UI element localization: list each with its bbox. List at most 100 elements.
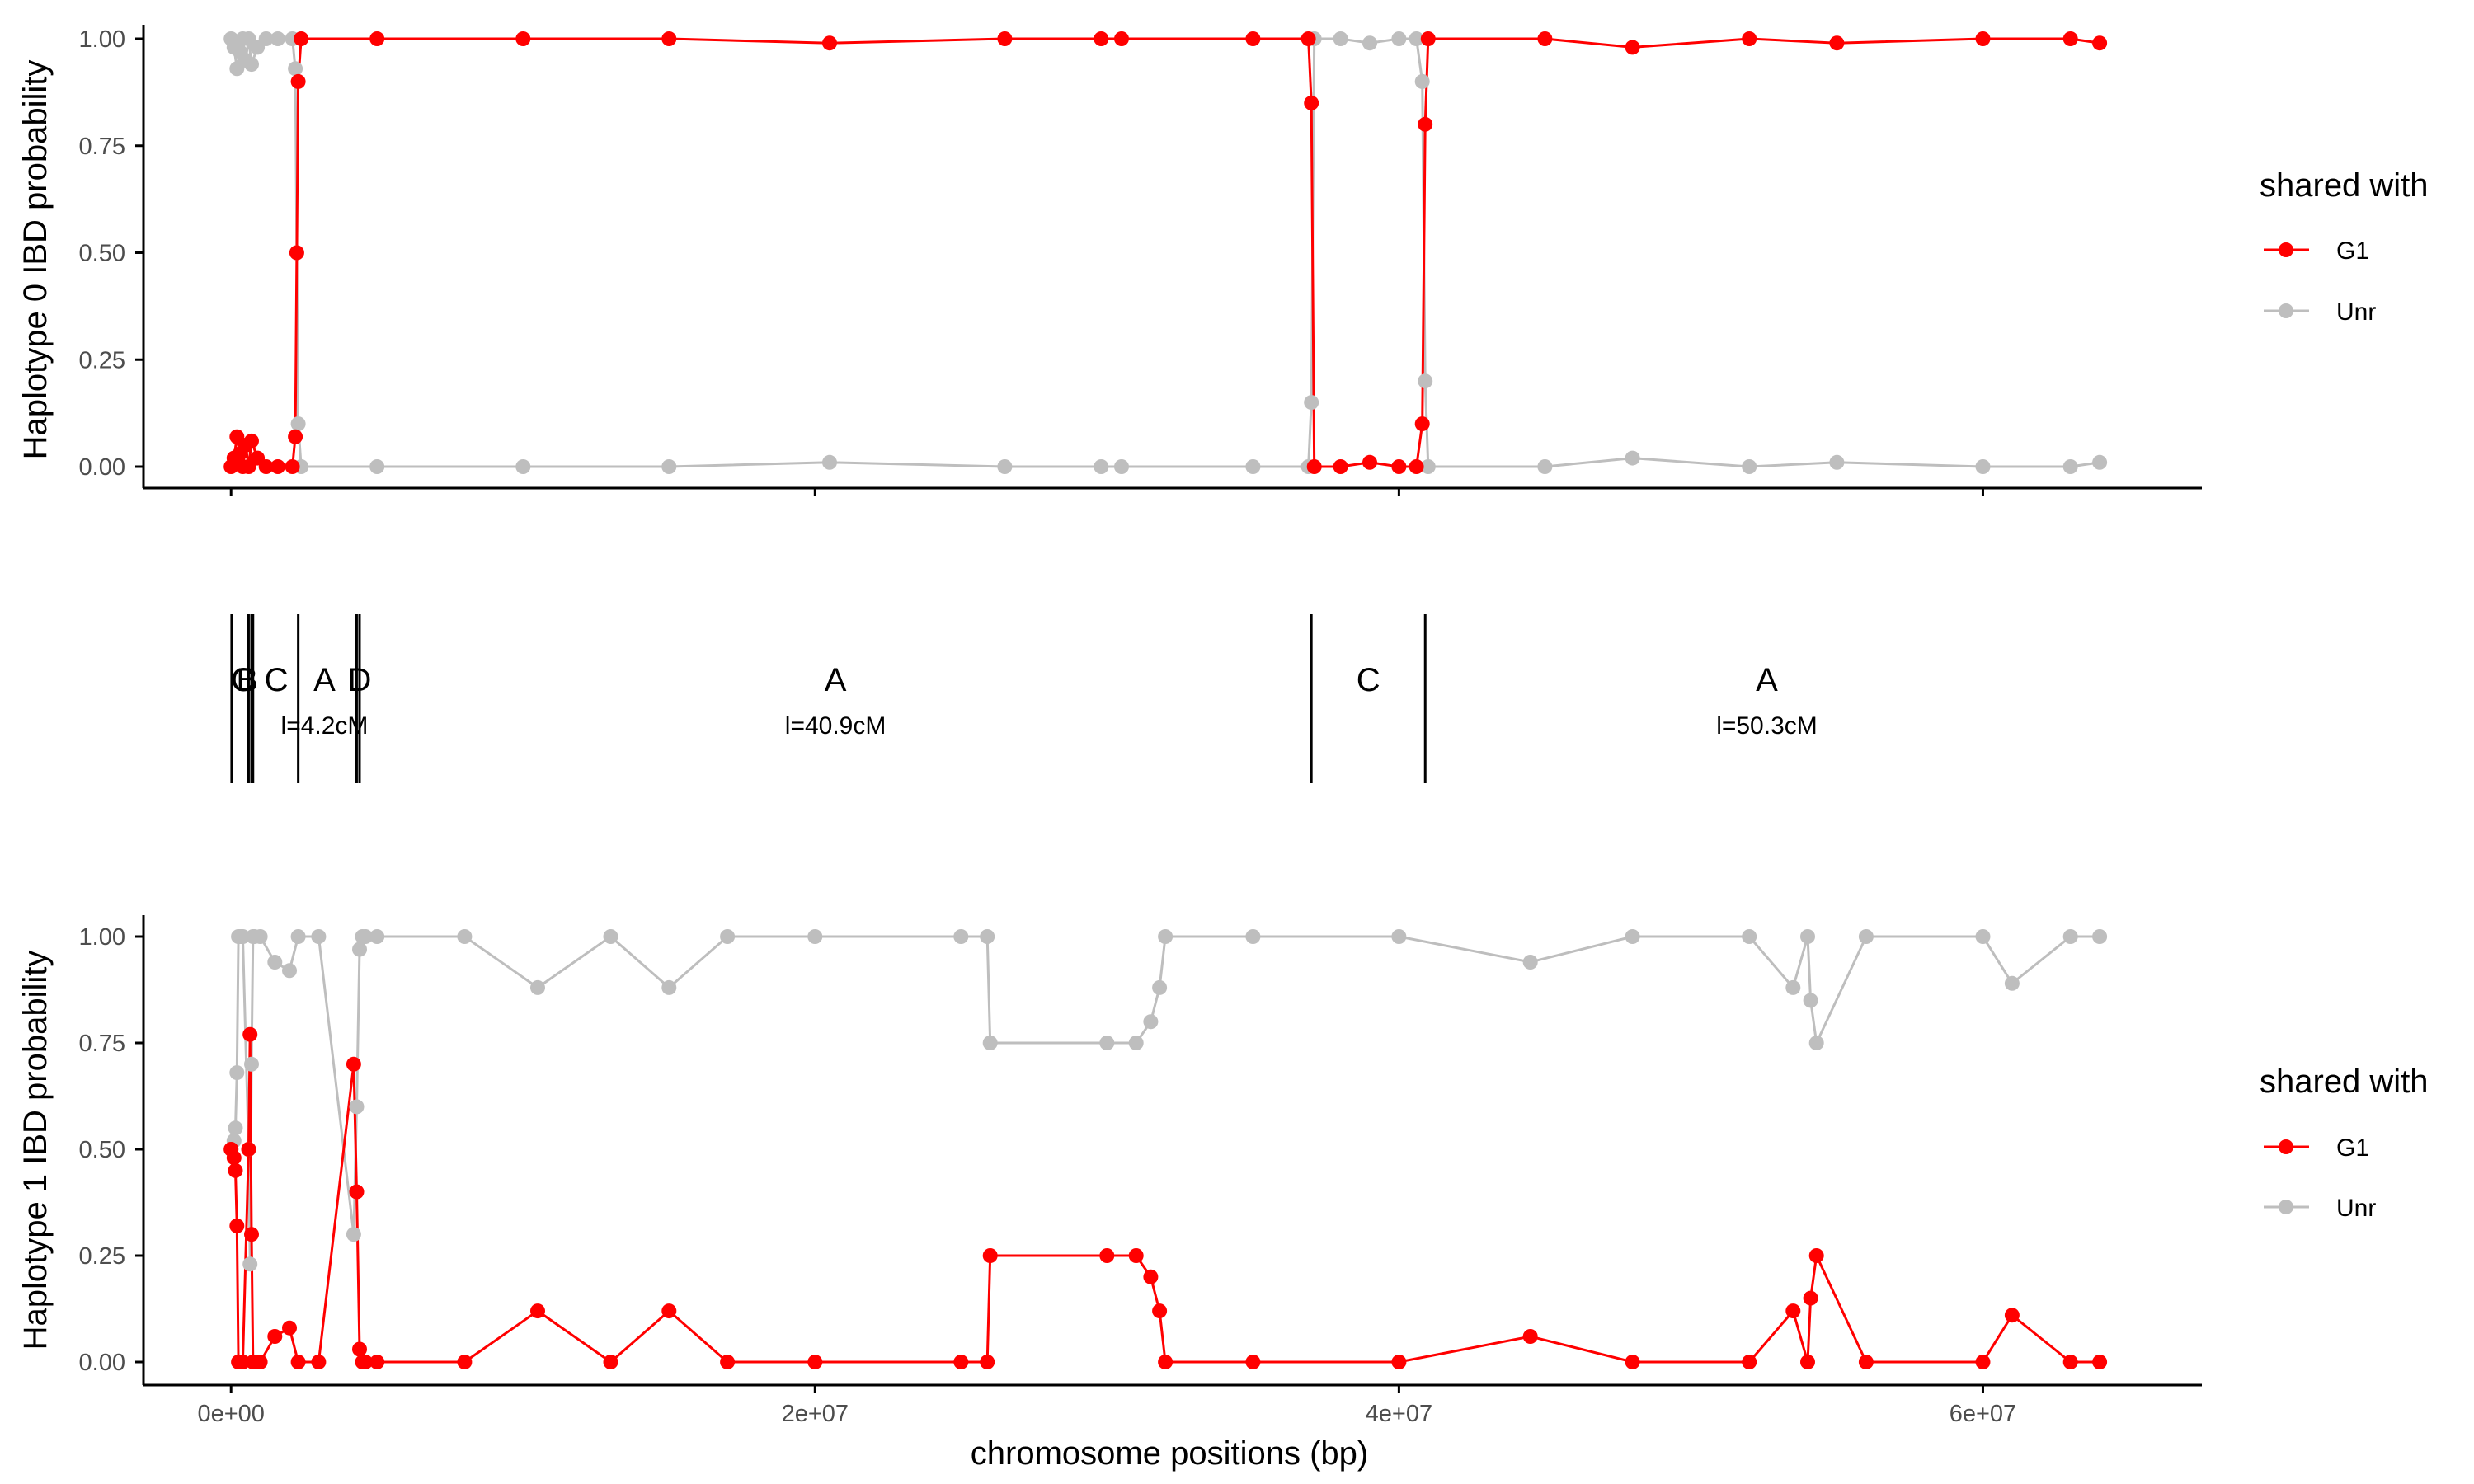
panel1-point-unr [1522,955,1538,970]
panel1-points [223,929,2108,1369]
panel0-point-g1 [1975,31,1991,46]
panel1-point-unr [603,929,618,944]
panel0-point-g1 [294,31,309,46]
panel1-point-g1 [242,1026,258,1042]
panel1-point-g1 [1099,1248,1115,1263]
legend-bottom-title: shared with [2260,1064,2429,1100]
panel1-point-g1 [1625,1355,1640,1369]
panel1-point-unr [980,929,995,944]
panel1-point-unr [2062,929,2078,944]
panel1-point-g1 [311,1355,327,1369]
panel1-point-g1 [457,1355,473,1369]
legend-bottom-key-g1-dot [2279,1139,2293,1154]
panel0-point-unr [1362,35,1377,51]
segment-length: l=40.9cM [785,712,887,740]
panel1-point-unr [1245,929,1261,944]
panel1-point-g1 [252,1355,268,1369]
panel0-point-g1 [1245,31,1261,46]
panel1-point-unr [1158,929,1174,944]
legend-bottom-label-unr: Unr [2336,1195,2376,1222]
panel1-point-unr [267,955,283,970]
panel1-point-unr [1128,1036,1144,1050]
panel1-point-g1 [1128,1248,1144,1263]
panel1-point-g1 [241,1142,256,1157]
panel0-point-g1 [1094,31,1109,46]
panel1-point-unr [720,929,736,944]
panel1-point-g1 [2004,1308,2020,1323]
panel0-point-unr [1975,459,1991,474]
panel0-point-g1 [661,31,677,46]
panel1-point-unr [229,1065,245,1081]
panel1-point-g1 [226,1150,242,1166]
panel0-point-unr [369,459,385,474]
panel1-point-g1 [244,1227,259,1242]
panel1-point-unr [252,929,268,944]
panel0-point-g1 [1306,459,1322,474]
panel0-point-g1 [2062,31,2078,46]
panel1-point-unr [530,979,545,995]
legend-top-title: shared with [2260,167,2429,204]
panel1-point-unr [1742,929,1757,944]
panel1-point-g1 [1742,1355,1757,1369]
panel1-point-unr [352,942,367,957]
panel0-y-axis-title: Haplotype 0 IBD probability [17,60,54,460]
panel0-point-unr [1420,459,1436,474]
x-tick-label: 2e+07 [782,1401,849,1427]
panel0-point-unr [1304,395,1319,411]
panel0-point-g1 [270,459,285,474]
segment-letter: A [825,662,847,698]
panel1-point-g1 [807,1355,823,1369]
panel1-point-g1 [352,1341,367,1357]
x-tick-label: 6e+07 [1950,1401,2016,1427]
panel0-point-unr [288,61,303,77]
segment-length: l=50.3cM [1716,712,1818,740]
panel0-point-g1 [244,433,259,448]
panel0-point-g1 [1418,116,1433,132]
panel0-point-unr [258,31,274,46]
panel0-point-g1 [997,31,1013,46]
panel1-point-unr [953,929,969,944]
legend-top-label-unr: Unr [2336,298,2376,326]
panel0-point-unr [270,31,285,46]
panel0-y-tick-label: 0.25 [79,347,125,373]
panel0-point-g1 [290,73,306,89]
panel0-point-g1 [1362,454,1377,470]
panel0-point-g1 [1537,31,1553,46]
panel1-point-unr [290,929,306,944]
panel1-point-g1 [346,1056,361,1072]
panel1-point-g1 [1245,1355,1261,1369]
panel0-point-g1 [1420,31,1436,46]
panel1-point-unr [1785,979,1801,995]
panel1-point-g1 [603,1355,618,1369]
panel0-point-g1 [289,245,304,261]
panel1-point-unr [244,1056,259,1072]
panel1-point-unr [457,929,473,944]
panel1-point-g1 [1858,1355,1874,1369]
panel1-point-g1 [290,1355,306,1369]
panel1-point-g1 [229,1218,245,1233]
panel1-point-g1 [980,1355,995,1369]
panel1-point-g1 [953,1355,969,1369]
panel1-point-g1 [228,1162,243,1178]
panel0-point-unr [290,416,306,432]
panel0-point-unr [1537,459,1553,474]
panel0-point-unr [661,459,677,474]
panel1-point-g1 [661,1303,677,1319]
panel1-point-unr [1152,979,1168,995]
segment-letter: D [348,662,372,698]
panel-haplotype-1: 0.00 0.25 0.50 0.75 1.00 0e+00 2e+07 4e+07 6e+0… [17,915,2202,1472]
panel0-point-unr [1829,454,1845,470]
panel1-point-unr [358,929,374,944]
panel1-point-unr [807,929,823,944]
panel0-point-g1 [1304,95,1319,110]
panel1-point-g1 [720,1355,736,1369]
panel0-line-unr [229,37,2100,468]
panel1-point-unr [661,979,677,995]
panel0-lines [229,37,2100,468]
panel0-point-g1 [288,429,303,444]
panel1-point-g1 [358,1355,374,1369]
panel0-y-tick-label: 1.00 [79,26,125,53]
segment-letter: A [1756,662,1778,698]
